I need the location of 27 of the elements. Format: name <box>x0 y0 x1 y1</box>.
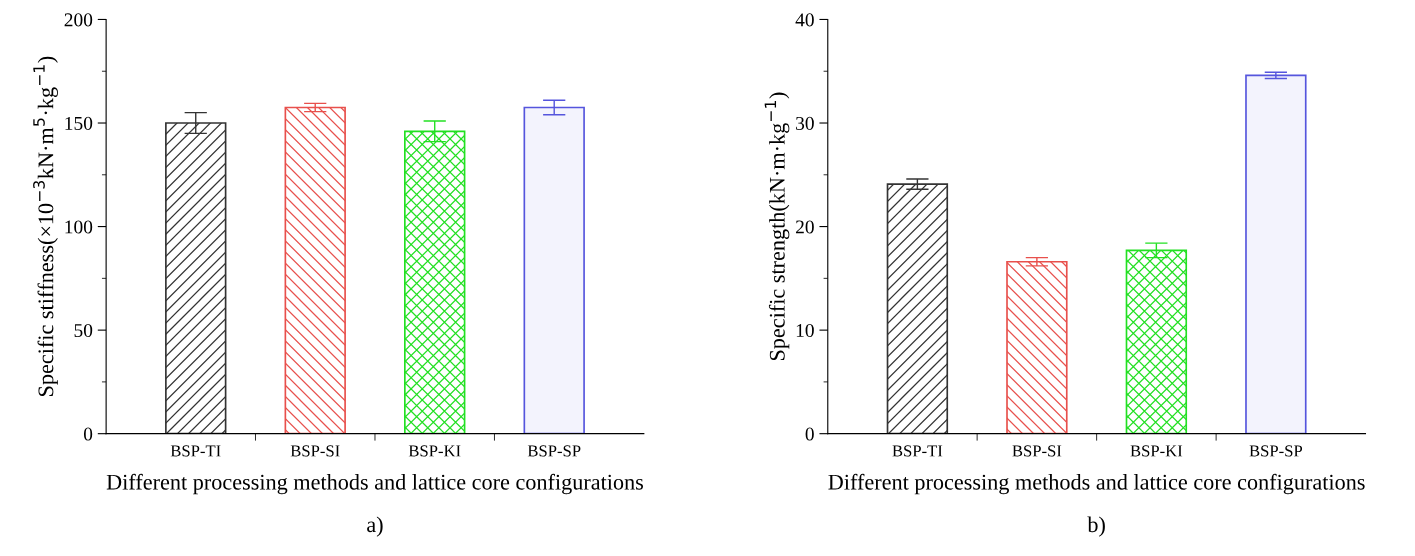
x-axis-title: Different processing methods and lattice core configurations <box>106 473 644 495</box>
x-tick-label: BSP-KI <box>1130 445 1183 457</box>
y-tick-label: 20 <box>795 220 814 234</box>
bar <box>1245 74 1307 434</box>
x-tick-label: BSP-SI <box>290 445 340 457</box>
x-tick-label: BSP-SP <box>1249 445 1303 457</box>
y-tick-label: 40 <box>795 13 814 27</box>
x-tick-label: BSP-TI <box>892 445 943 457</box>
y-axis-title: Specific stiffness(×10$^{−3}$kN·m$^{5}$·kg$^{−1}$) <box>33 56 58 396</box>
y-tick-label: 0 <box>805 427 814 441</box>
y-tick-label: 150 <box>65 116 93 130</box>
x-tick-label: BSP-KI <box>408 445 461 457</box>
text: b) <box>1087 516 1105 537</box>
bar <box>886 183 949 434</box>
x-tick-label: BSP-SI <box>1012 445 1062 457</box>
y-tick-label: 100 <box>65 220 93 234</box>
bar <box>1006 260 1068 434</box>
y-tick-label: 50 <box>74 323 93 338</box>
y-tick-label: 0 <box>83 427 93 441</box>
y-tick-label: 200 <box>64 13 93 27</box>
x-axis-title: Different processing methods and lattice core configurations <box>828 473 1365 495</box>
x-tick-label: BSP-TI <box>170 445 221 457</box>
y-axis-title: Specific strength(kN·m·kg$^{−1}$) <box>764 92 790 361</box>
y-tick-label: 30 <box>796 116 814 130</box>
text: a) <box>367 516 383 537</box>
x-tick-label: BSP-SP <box>527 445 581 457</box>
y-tick-label: 10 <box>796 323 814 338</box>
